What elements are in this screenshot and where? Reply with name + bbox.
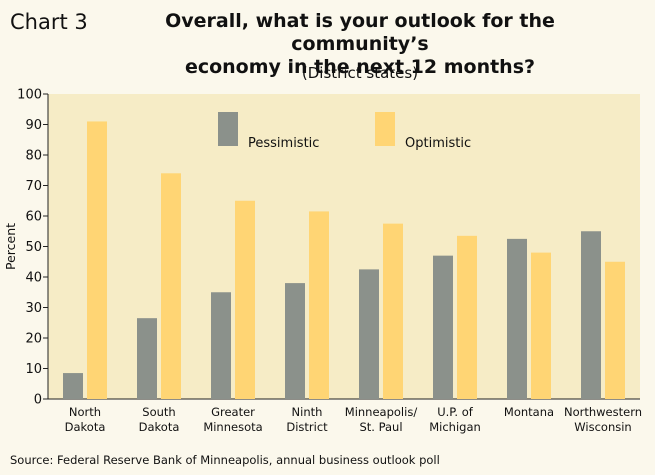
category-label: District xyxy=(286,420,328,434)
category-label: North xyxy=(69,405,101,419)
category-label: Wisconsin xyxy=(574,420,631,434)
pessimistic-bar xyxy=(63,373,83,399)
y-tick-label: 20 xyxy=(25,332,42,347)
optimistic-bar xyxy=(87,121,107,399)
optimistic-legend-swatch xyxy=(375,112,395,146)
pessimistic-bar xyxy=(137,318,157,399)
optimistic-bar xyxy=(383,223,403,399)
category-label: St. Paul xyxy=(359,420,402,434)
y-tick-label: 0 xyxy=(34,393,42,408)
y-tick-label: 60 xyxy=(25,210,42,225)
pessimistic-bar xyxy=(581,231,601,399)
chart-title: Overall, what is your outlook for the co… xyxy=(100,10,620,79)
optimistic-bar xyxy=(531,252,551,399)
category-label: Michigan xyxy=(429,420,481,434)
category-label: Montana xyxy=(504,405,554,419)
category-label: Greater xyxy=(211,405,255,419)
optimistic-bar xyxy=(457,235,477,399)
chart-title-line-1: Overall, what is your outlook for the co… xyxy=(165,10,555,55)
optimistic-bar xyxy=(309,211,329,399)
source-note: Source: Federal Reserve Bank of Minneapo… xyxy=(10,453,440,467)
optimistic-bar xyxy=(235,200,255,399)
category-label: Ninth xyxy=(292,405,323,419)
y-tick-label: 30 xyxy=(25,301,42,316)
y-axis-label: Percent xyxy=(3,223,18,270)
category-label: Northwestern xyxy=(564,405,642,419)
pessimistic-bar xyxy=(433,255,453,399)
category-label: Minnesota xyxy=(203,420,262,434)
category-label: U.P. of xyxy=(437,405,474,419)
plot-area xyxy=(48,94,640,399)
y-tick-label: 80 xyxy=(25,149,42,164)
category-label: Minneapolis/ xyxy=(345,405,418,419)
chart-title-line-2: economy in the next 12 months? xyxy=(184,56,536,78)
y-tick-label: 70 xyxy=(25,179,42,194)
pessimistic-bar xyxy=(285,283,305,399)
pessimistic-legend-label: Pessimistic xyxy=(248,136,319,151)
y-tick-label: 10 xyxy=(25,362,42,377)
category-label: South xyxy=(142,405,175,419)
pessimistic-bar xyxy=(359,269,379,399)
pessimistic-bar xyxy=(211,292,231,399)
optimistic-legend-label: Optimistic xyxy=(405,136,471,151)
y-tick-label: 50 xyxy=(25,240,42,255)
pessimistic-bar xyxy=(507,238,527,399)
optimistic-bar xyxy=(605,261,625,399)
pessimistic-legend-swatch xyxy=(218,112,238,146)
category-label: Dakota xyxy=(139,420,180,434)
chart-number: Chart 3 xyxy=(10,10,88,34)
optimistic-bar xyxy=(161,173,181,399)
chart-subtitle: (District states) xyxy=(301,64,419,82)
category-label: Dakota xyxy=(65,420,106,434)
y-tick-label: 40 xyxy=(25,271,42,286)
y-tick-label: 90 xyxy=(25,118,42,133)
y-tick-label: 100 xyxy=(17,88,42,103)
